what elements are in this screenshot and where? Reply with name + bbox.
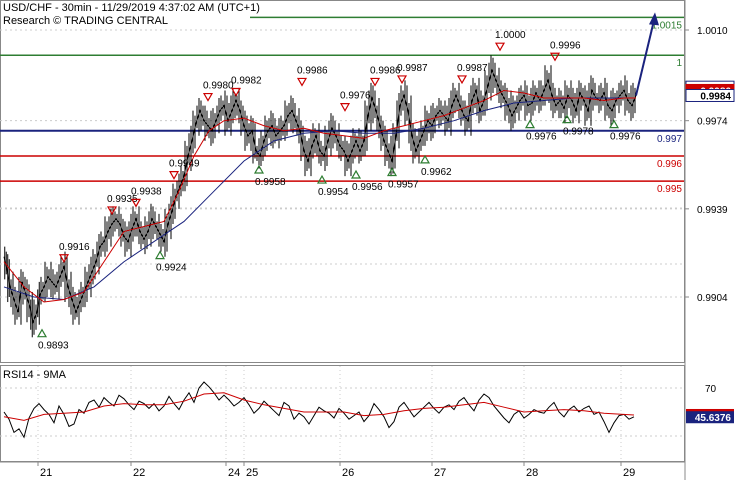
peak-marker	[202, 92, 214, 102]
trough-marker	[608, 119, 620, 129]
price-tag-box	[685, 88, 735, 102]
time-tick-label: 29	[623, 467, 635, 479]
moving-average-fast-line	[3, 89, 636, 303]
rsi-title: RSI14 - 9MA	[3, 369, 67, 381]
level-label: 0.995	[657, 184, 682, 195]
time-tick-label: 25	[246, 467, 258, 479]
price-tick-label: 0.9939	[697, 205, 728, 216]
rsi-tick-label: 70	[705, 384, 717, 395]
peak-marker	[168, 171, 180, 180]
trough-label: 0.9956	[352, 182, 383, 193]
peak-marker	[396, 75, 408, 85]
trough-marker	[316, 174, 328, 184]
peak-marker	[456, 75, 468, 85]
time-tick-label: 21	[40, 467, 52, 479]
peak-label: 0.9938	[131, 186, 162, 197]
peak-label: 1.0000	[495, 30, 526, 41]
time-tick-label: 26	[342, 467, 354, 479]
level-label: 1.0015	[651, 20, 682, 31]
forecast-arrow-head	[649, 12, 659, 26]
peak-marker	[106, 206, 118, 216]
trough-label: 0.9976	[610, 132, 641, 143]
trough-marker	[350, 169, 362, 179]
rsi-panel-border	[0, 365, 685, 462]
time-tick-label: 22	[133, 467, 145, 479]
forecast-arrow-line	[635, 20, 655, 96]
trough-label: 0.9958	[255, 177, 286, 188]
price-close-line	[3, 68, 637, 324]
rsi-line	[3, 381, 635, 439]
peak-label: 0.9996	[550, 40, 581, 51]
trough-label: 0.9924	[156, 263, 187, 274]
peak-marker	[369, 77, 381, 87]
price-tag-label: 0.9984	[700, 91, 731, 102]
chart-title: USD/CHF - 30min - 11/29/2019 4:37:02 AM …	[3, 2, 260, 14]
peak-label: 0.9949	[169, 159, 200, 170]
chart-subtitle: Research © TRADING CENTRAL	[3, 15, 168, 27]
level-label: 0.996	[657, 159, 682, 170]
trough-marker	[561, 114, 573, 124]
trough-marker	[36, 328, 48, 338]
peak-label: 0.9986	[370, 65, 401, 76]
peak-label: 0.9916	[59, 242, 90, 253]
trough-marker	[419, 154, 431, 164]
peak-label: 0.9987	[457, 63, 488, 74]
trough-label: 0.9893	[38, 341, 69, 352]
rsi-ma-line	[3, 392, 635, 421]
time-tick-label: 24	[228, 467, 240, 479]
peak-marker	[549, 52, 561, 62]
peak-marker	[230, 87, 242, 97]
trough-marker	[386, 167, 398, 177]
peak-label: 0.9986	[297, 65, 328, 76]
peak-marker	[58, 254, 70, 263]
trough-marker	[253, 164, 265, 174]
trough-label: 0.9962	[421, 167, 452, 178]
peak-label: 0.9982	[231, 76, 262, 87]
axis-layer: 1.0010 0.9974 0.9939 0.9904 70 21 22 24 25 26 27 28…	[37, 26, 728, 479]
peak-label: 0.9980	[203, 81, 234, 92]
level-layer: 1.0015 1 0.997 0.996 0.995	[0, 16, 684, 195]
peak-label: 0.9976	[340, 91, 371, 102]
level-label: 0.997	[657, 134, 682, 145]
time-tick-label: 27	[434, 467, 446, 479]
trough-label: 0.9976	[526, 132, 557, 143]
peak-marker	[296, 77, 308, 87]
trough-marker	[524, 119, 536, 129]
rsi-layer	[3, 381, 635, 439]
peak-label: 0.9987	[397, 63, 428, 74]
trough-marker	[154, 250, 166, 260]
time-tick-label: 28	[526, 467, 538, 479]
trough-label: 0.9978	[563, 127, 594, 138]
price-layer	[3, 12, 659, 338]
level-label: 1	[676, 58, 682, 69]
peak-marker	[494, 42, 506, 52]
price-tick-label: 1.0010	[697, 26, 728, 37]
rsi-tag-box	[686, 411, 734, 424]
rsi-tag-label: 45.6376	[695, 413, 732, 424]
trough-label: 0.9957	[388, 180, 419, 191]
peak-marker	[130, 198, 142, 208]
peak-label: 0.9935	[107, 194, 138, 205]
peak-marker	[339, 103, 351, 112]
price-tick-label: 0.9974	[697, 117, 728, 128]
trough-label: 0.9954	[318, 187, 349, 198]
price-tick-label: 0.9904	[697, 293, 728, 304]
